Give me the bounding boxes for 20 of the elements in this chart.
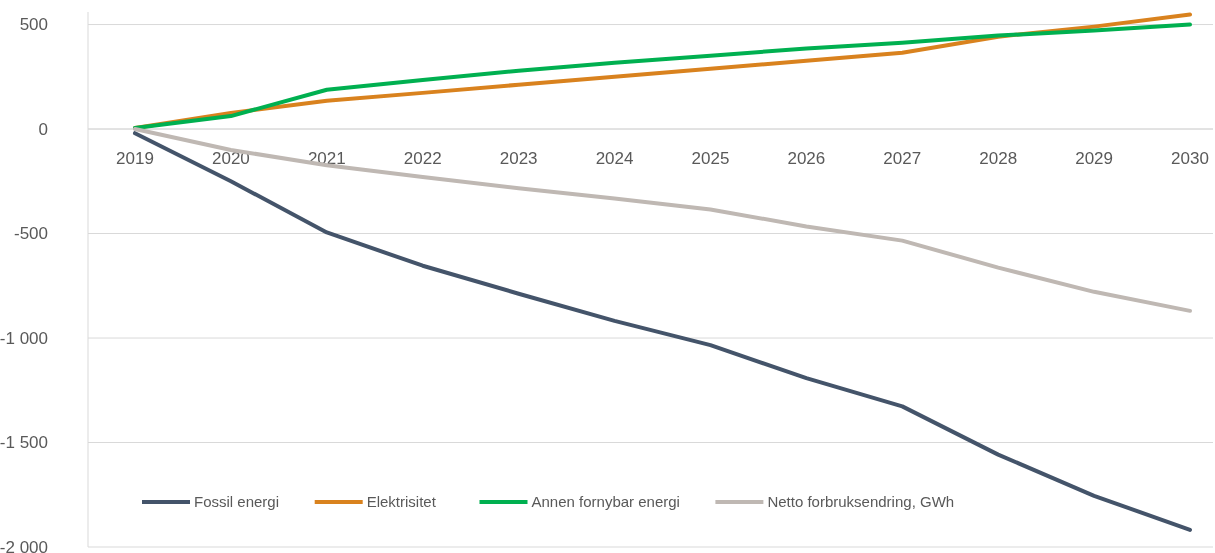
x-tick-label: 2024 [595,149,634,169]
x-tick-label: 2029 [1075,149,1114,169]
x-tick-label: 2028 [979,149,1018,169]
y-tick-label: -1 000 [0,328,48,348]
x-tick-label: 2027 [883,149,922,169]
y-tick-label: -1 500 [0,433,48,453]
x-tick-label: 2030 [1171,149,1209,169]
legend-label: Annen fornybar energi [531,493,680,511]
y-tick-label: 500 [19,15,48,35]
legend-label: Netto forbruksendring, GWh [767,493,955,511]
legend-label: Elektrisitet [366,493,437,511]
y-tick-label: -500 [13,224,48,244]
x-tick-label: 2025 [691,149,730,169]
x-tick-label: 2019 [116,149,154,169]
legend-label: Fossil energi [194,493,280,511]
y-tick-label: -2 000 [0,537,48,553]
x-tick-label: 2026 [787,149,826,169]
x-tick-label: 2023 [499,149,538,169]
x-tick-label: 2022 [403,149,442,169]
y-tick-label: 0 [38,119,48,139]
